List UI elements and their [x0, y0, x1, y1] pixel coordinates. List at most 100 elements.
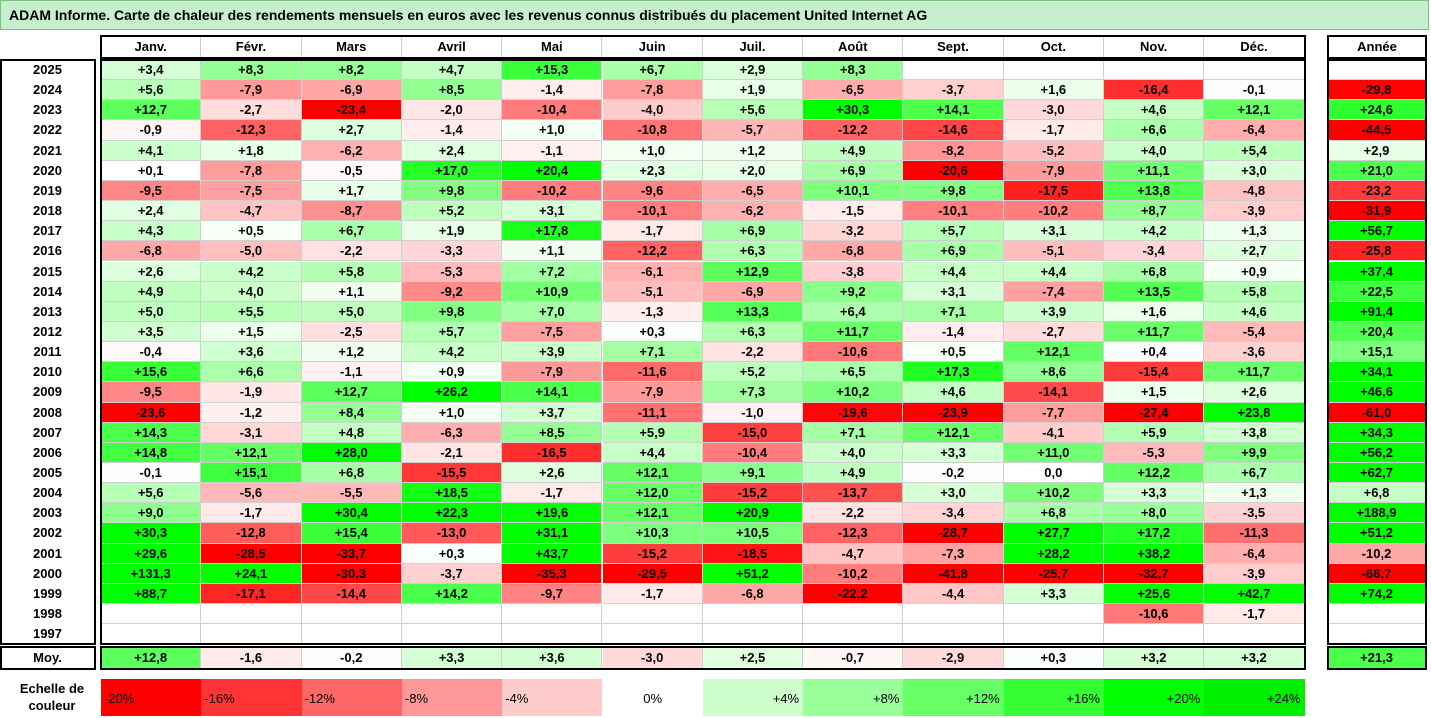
heatmap-cell: -7,5 — [502, 321, 603, 343]
heatmap-cell: +7,3 — [702, 382, 804, 403]
heatmap-cell: +5,8 — [1204, 281, 1305, 302]
average-cell: +12,8 — [101, 647, 202, 669]
heatmap-cell: +5,5 — [201, 301, 302, 322]
heatmap-cell: -10,8 — [602, 120, 703, 141]
heatmap-cell: -1,4 — [903, 321, 1004, 343]
heatmap-cell: -6,5 — [702, 180, 804, 202]
heatmap-cell: -3,9 — [1204, 563, 1305, 584]
heatmap-cell: +9,8 — [401, 180, 503, 202]
heatmap-cell: +4,2 — [401, 342, 503, 363]
heatmap-cell: +10,2 — [803, 382, 904, 403]
heatmap-cell: +14,1 — [502, 382, 603, 403]
heatmap-cell: +18,5 — [401, 483, 503, 504]
heatmap-cell: +5,2 — [702, 362, 804, 383]
heatmap-cell: -10,2 — [1003, 201, 1104, 222]
heatmap-cell — [201, 624, 302, 645]
heatmap-cell: -5,0 — [201, 241, 302, 262]
heatmap-cell: +14,1 — [903, 100, 1004, 121]
chart-title: ADAM Informe. Carte de chaleur des rende… — [9, 7, 928, 23]
heatmap-cell: -2,1 — [401, 442, 503, 463]
heatmap-cell: +8,2 — [301, 60, 402, 81]
heatmap-cell: -28,7 — [903, 523, 1004, 544]
heatmap-cell: -5,4 — [1204, 321, 1305, 343]
annual-cell: +20,4 — [1328, 321, 1426, 343]
heatmap-cell: +2,9 — [702, 60, 804, 81]
annual-cell: +51,2 — [1328, 523, 1426, 544]
heatmap-cell — [1003, 604, 1104, 625]
year-label: 2007 — [33, 424, 62, 440]
heatmap-cell: +6,7 — [301, 221, 402, 242]
heatmap-cell: +11,7 — [1204, 362, 1305, 383]
heatmap-cell — [502, 604, 603, 625]
heatmap-cell: +10,9 — [502, 281, 603, 302]
year-label: 2012 — [33, 323, 62, 339]
heatmap-cell: +2,6 — [101, 261, 202, 282]
heatmap-cell: +17,3 — [903, 362, 1004, 383]
year-label: 1999 — [33, 585, 62, 601]
heatmap-cell: +9,9 — [1204, 442, 1305, 463]
year-label: 2010 — [33, 364, 62, 380]
heatmap-cell: -6,4 — [1204, 543, 1305, 564]
heatmap-cell: +2,4 — [101, 201, 202, 222]
heatmap-cell: +2,7 — [301, 120, 402, 141]
heatmap-cell: -23,4 — [301, 100, 402, 121]
average-cell: -0,7 — [803, 647, 904, 669]
annual-cell: -10,2 — [1328, 543, 1426, 564]
heatmap-cell: -1,1 — [301, 362, 402, 383]
annual-cell: -29,8 — [1328, 80, 1426, 101]
month-header: Oct. — [1003, 36, 1104, 58]
heatmap-cell: +1,6 — [1104, 301, 1205, 322]
year-label: 2011 — [33, 344, 62, 360]
heatmap-cell: -23,9 — [903, 402, 1004, 423]
year-label: 2002 — [33, 525, 62, 541]
heatmap-cell: +4,2 — [1104, 221, 1205, 242]
year-label: 1998 — [33, 606, 62, 622]
heatmap-cell: -3,7 — [401, 563, 503, 584]
heatmap-cell: +8,4 — [301, 402, 402, 423]
annual-cell: -44,5 — [1328, 120, 1426, 141]
heatmap-cell: -5,3 — [1104, 442, 1205, 463]
heatmap-cell: +15,6 — [101, 362, 202, 383]
heatmap-cell: +20,9 — [702, 503, 804, 524]
heatmap-cell: +6,8 — [1104, 261, 1205, 282]
heatmap-cell: -3,0 — [1003, 100, 1104, 121]
heatmap-cell: -10,2 — [803, 563, 904, 584]
heatmap-cell: -6,8 — [702, 583, 804, 605]
heatmap-cell: +19,6 — [502, 503, 603, 524]
heatmap-cell — [301, 604, 402, 625]
heatmap-cell: -5,6 — [201, 483, 302, 504]
heatmap-cell: +4,0 — [803, 442, 904, 463]
heatmap-cell: -0,1 — [101, 463, 202, 484]
heatmap-cell: +3,9 — [502, 342, 603, 363]
year-label: 2004 — [33, 485, 62, 501]
annual-cell: +62,7 — [1328, 463, 1426, 484]
heatmap-cell: +24,1 — [201, 563, 302, 584]
heatmap-cell: +8,3 — [201, 60, 302, 81]
heatmap-cell: +0,1 — [101, 160, 202, 181]
heatmap-cell: +20,4 — [502, 160, 603, 181]
heatmap-cell: +10,1 — [803, 180, 904, 202]
heatmap-cell: +3,4 — [101, 60, 202, 81]
heatmap-cell: -9,6 — [602, 180, 703, 202]
heatmap-cell: +12,1 — [903, 422, 1004, 443]
heatmap-cell: -13,7 — [803, 483, 904, 504]
heatmap-cell: +4,2 — [201, 261, 302, 282]
heatmap-cell: +3,9 — [1003, 301, 1104, 322]
heatmap-cell: -15,2 — [702, 483, 804, 504]
average-cell: -2,9 — [903, 647, 1004, 669]
annual-cell: +6,8 — [1328, 483, 1426, 504]
average-cell: +2,5 — [702, 647, 804, 669]
heatmap-cell: -27,4 — [1104, 402, 1205, 423]
heatmap-cell: +6,3 — [702, 321, 804, 343]
heatmap-cell: -35,3 — [502, 563, 603, 584]
heatmap-cell: +12,1 — [602, 463, 703, 484]
heatmap-cell: +1,5 — [201, 321, 302, 343]
heatmap-cell: -0,2 — [903, 463, 1004, 484]
heatmap-cell: +15,3 — [502, 60, 603, 81]
heatmap-cell: +10,3 — [602, 523, 703, 544]
heatmap-cell: -7,8 — [201, 160, 302, 181]
heatmap-cell: +13,3 — [702, 301, 804, 322]
heatmap-cell: +0,9 — [1204, 261, 1305, 282]
heatmap-cell: 0,0 — [1003, 463, 1104, 484]
heatmap-cell: +7,1 — [803, 422, 904, 443]
